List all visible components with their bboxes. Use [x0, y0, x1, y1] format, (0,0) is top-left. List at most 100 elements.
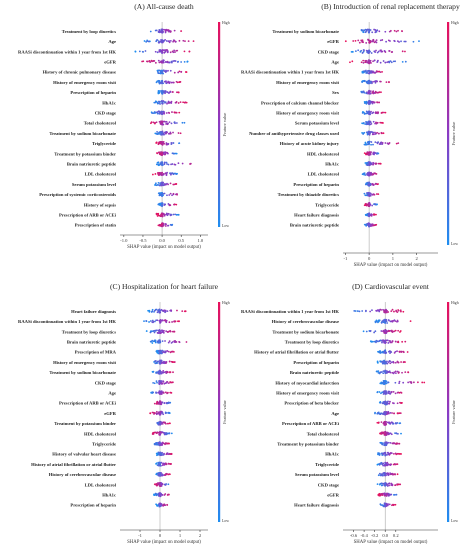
- shap-point: [365, 123, 368, 126]
- shap-point: [365, 49, 368, 52]
- shap-point: [178, 320, 180, 323]
- shap-point: [363, 91, 366, 94]
- feature-points: [156, 69, 188, 75]
- shap-point: [393, 402, 395, 405]
- shap-point: [181, 121, 184, 124]
- shap-point: [157, 461, 160, 464]
- shap-point: [161, 102, 164, 105]
- shap-point: [365, 72, 368, 74]
- shap-point: [142, 60, 145, 63]
- feature-label: Prescription of MRA: [75, 350, 117, 355]
- shap-point: [365, 223, 368, 226]
- shap-point: [158, 373, 161, 375]
- shap-point: [387, 143, 390, 145]
- shap-point: [162, 391, 165, 394]
- shap-point: [377, 411, 379, 414]
- feature-label: Triglyceride: [92, 442, 116, 447]
- shap-point: [178, 81, 181, 84]
- shap-point: [395, 442, 398, 445]
- feature-label: Serum potassium level: [295, 121, 340, 126]
- shap-point: [170, 432, 173, 435]
- feature-points: [379, 430, 402, 436]
- shap-point: [181, 162, 184, 165]
- shap-point: [154, 112, 156, 114]
- feature-label: HbA1c: [325, 452, 339, 457]
- shap-point: [160, 453, 163, 456]
- shap-point: [385, 40, 388, 43]
- shap-point: [159, 361, 161, 364]
- feature-points: [149, 120, 186, 126]
- feature-points: [147, 308, 187, 314]
- shap-point: [402, 310, 405, 313]
- shap-point: [366, 213, 368, 216]
- shap-point: [161, 121, 163, 124]
- feature-points: [145, 329, 176, 335]
- shap-point: [385, 380, 388, 383]
- shap-point: [166, 171, 169, 174]
- shap-point: [165, 173, 168, 176]
- shap-point: [134, 50, 137, 53]
- feature-points: [377, 492, 398, 497]
- shap-point: [399, 310, 402, 313]
- shap-point: [164, 504, 167, 507]
- shap-point: [376, 153, 378, 155]
- shap-point: [159, 350, 162, 353]
- shap-point: [170, 453, 173, 455]
- shap-point: [169, 31, 172, 33]
- shap-point: [386, 322, 389, 324]
- shap-point: [382, 372, 385, 375]
- shap-point: [399, 412, 402, 414]
- shap-point: [394, 361, 397, 364]
- shap-point: [369, 330, 372, 333]
- feature-label: Age: [331, 411, 339, 416]
- feature-label: HDL cholesterol: [307, 151, 340, 156]
- shap-point: [159, 330, 161, 333]
- shap-point: [380, 131, 383, 134]
- shap-point: [154, 50, 157, 53]
- shap-point: [371, 223, 374, 226]
- shap-point: [396, 402, 399, 405]
- shap-point: [167, 462, 170, 465]
- shap-point: [379, 80, 382, 83]
- shap-point: [167, 382, 170, 384]
- shap-point: [155, 121, 158, 124]
- shap-point: [177, 91, 180, 94]
- shap-point: [376, 370, 379, 373]
- panel-title: (D) Cardiovascular event: [352, 282, 430, 291]
- shap-point: [163, 350, 165, 353]
- shap-point: [418, 40, 420, 43]
- shap-point: [161, 222, 163, 225]
- shap-point: [396, 412, 399, 414]
- shap-point: [153, 309, 156, 312]
- shap-point: [407, 371, 410, 374]
- x-tick-label: 0.0: [382, 533, 388, 538]
- shap-point: [159, 172, 162, 175]
- shap-point: [158, 50, 161, 53]
- shap-point: [165, 61, 167, 63]
- shap-point: [156, 39, 159, 41]
- shap-point: [361, 310, 364, 312]
- shap-point: [368, 50, 370, 53]
- shap-point: [377, 321, 379, 324]
- shap-point: [154, 359, 157, 362]
- feature-label: HDL cholesterol: [84, 431, 117, 436]
- shap-point: [383, 321, 386, 324]
- shap-point: [385, 81, 388, 84]
- feature-label: Prescription of heparin: [293, 360, 339, 365]
- shap-point: [160, 133, 163, 136]
- shap-point: [150, 311, 153, 313]
- x-tick-label: -0.6: [350, 533, 358, 538]
- feature-points: [153, 441, 170, 447]
- shap-point: [381, 71, 383, 73]
- feature-label: Triglyceride: [92, 141, 116, 146]
- feature-label: History of valvular heart disease: [52, 452, 116, 457]
- shap-point: [364, 123, 367, 125]
- shap-point: [387, 39, 390, 42]
- shap-point: [384, 413, 386, 416]
- shap-point: [155, 182, 157, 185]
- shap-point: [384, 441, 387, 444]
- shap-point: [383, 390, 386, 393]
- shap-point: [168, 194, 171, 196]
- shap-point: [385, 320, 388, 323]
- shap-point: [177, 102, 180, 104]
